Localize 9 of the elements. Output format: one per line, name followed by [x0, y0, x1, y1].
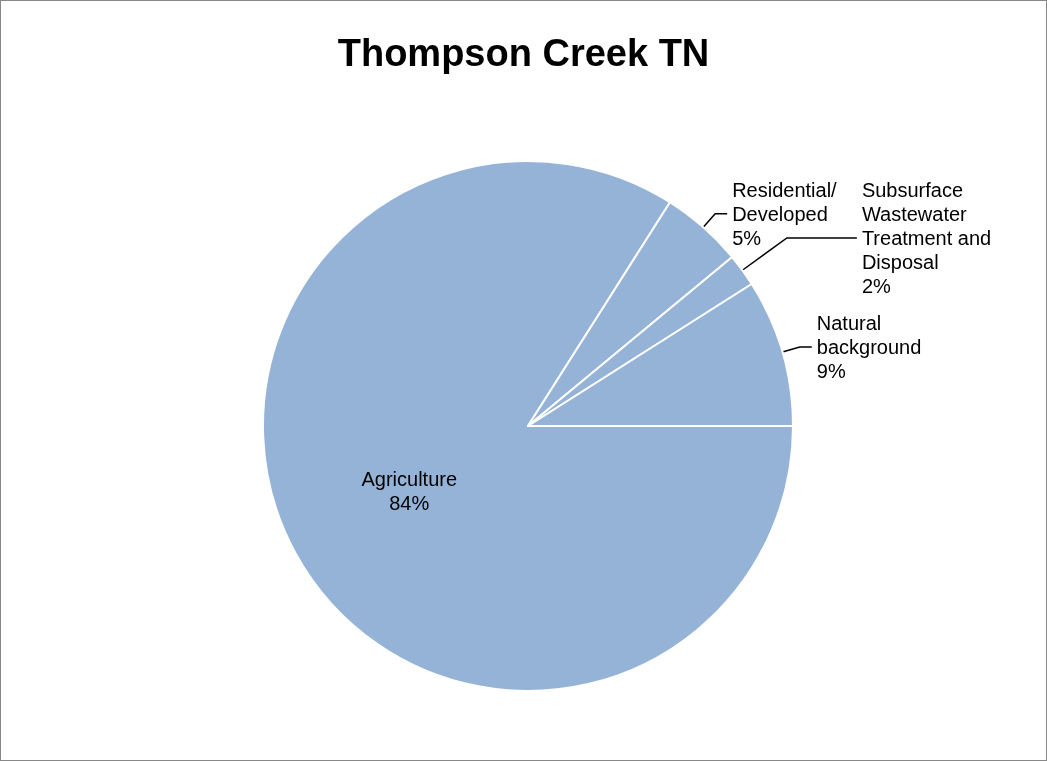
- slice-label: Subsurface Wastewater Treatment and Disposal: [861, 178, 997, 273]
- slice-label: Natural background: [816, 312, 922, 359]
- data-label: 9%: [816, 360, 846, 383]
- data-label: 84%: [389, 492, 430, 515]
- chart-title: Thompson Creek TN: [337, 32, 710, 74]
- data-label: 5%: [732, 226, 762, 249]
- data-label: 2%: [861, 274, 892, 297]
- slice-label: Residential/ Developed: [732, 178, 843, 225]
- slice-label: Agriculture: [361, 468, 458, 491]
